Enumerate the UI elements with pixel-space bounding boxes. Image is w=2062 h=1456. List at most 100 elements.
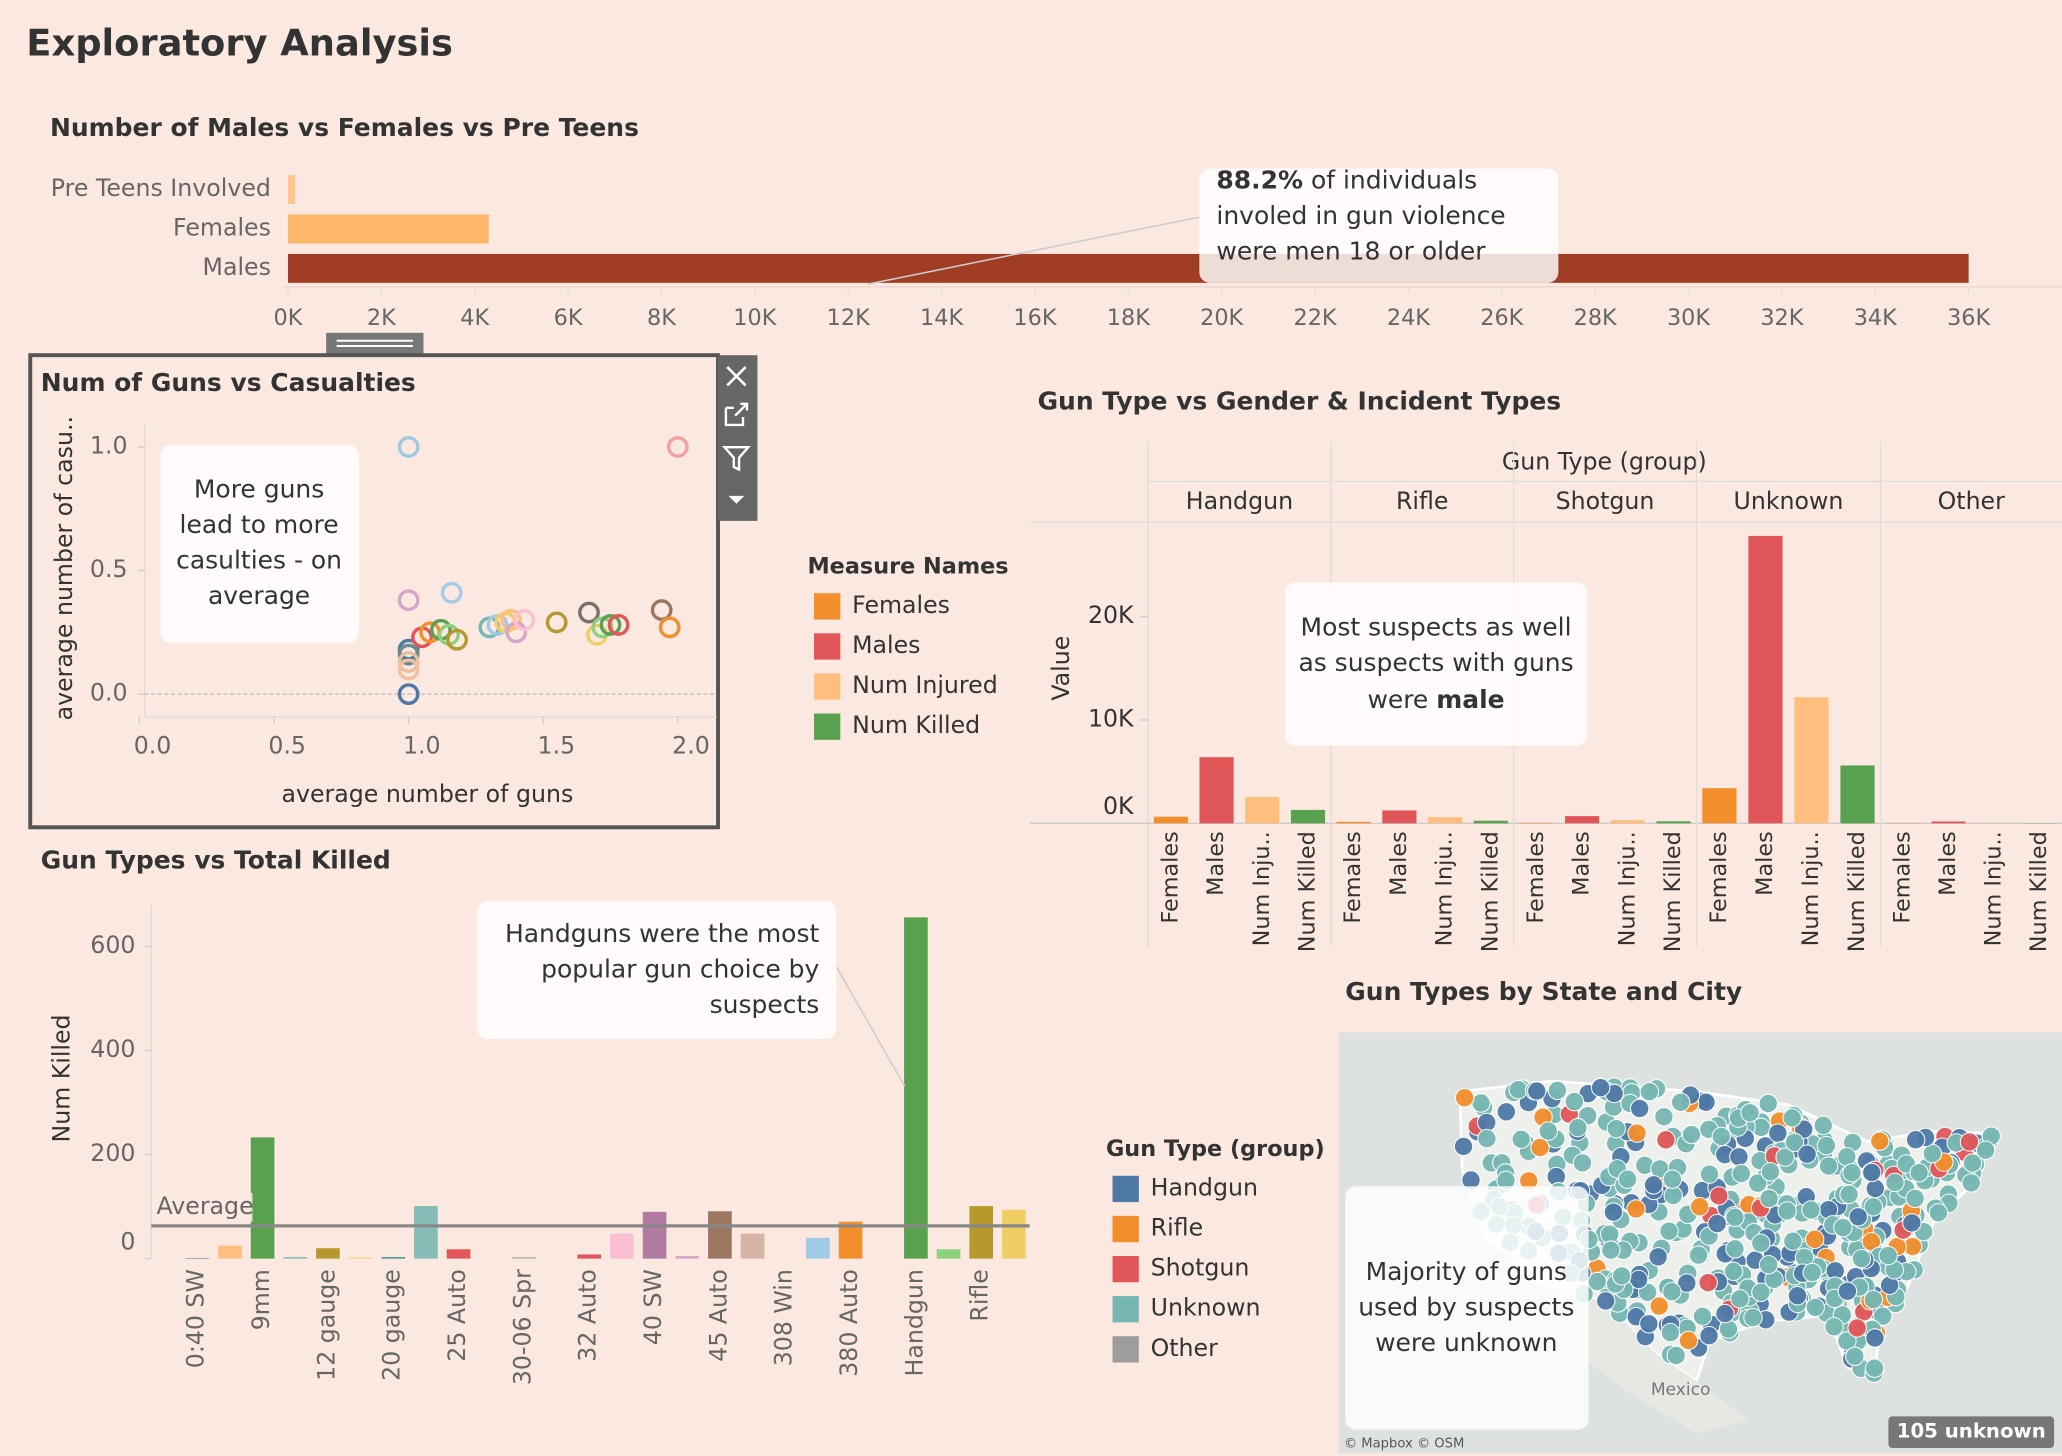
annotation-line: were unknown [1375,1328,1557,1357]
location-dot [1847,1318,1867,1338]
measure-label: Males [1203,831,1229,896]
legend-label: Num Injured [852,671,998,699]
bar [1610,820,1645,824]
legend-swatch [1112,1255,1139,1283]
scatter-point [658,616,681,639]
location-dot [1723,1261,1744,1282]
legend-swatch [1112,1215,1139,1243]
location-dot [1471,1093,1491,1113]
measure-label: Females [1706,831,1732,923]
location-dot [1784,1132,1805,1153]
bar [1702,788,1737,824]
scatter-point [397,651,420,673]
y-tick-label: 20K [1088,601,1135,629]
place-label: Mexico [1651,1380,1711,1400]
measure-label: Males [1386,831,1412,896]
location-dot [1863,1197,1884,1217]
x-tick-label: 9mm [247,1269,275,1330]
chart-title: Num of Guns vs Casualties [41,368,416,397]
x-tick-label: 28K [1574,305,1618,331]
x-tick-label: 16K [1013,305,1057,331]
annotation-bold: male [1436,685,1504,714]
location-dot [1782,1108,1802,1128]
x-tick-label: 4K [460,305,490,331]
scatter-point [545,611,568,634]
category-label: Males [203,253,271,281]
measure-label: Num Killed [2026,831,2052,952]
attribution: © Mapbox © OSM [1344,1437,1464,1452]
location-dot [1740,1103,1760,1123]
menu-icon[interactable] [728,495,745,504]
location-dot [1747,1173,1768,1193]
location-dot [1511,1129,1531,1150]
legend-label: Shotgun [1151,1254,1250,1282]
measure-label: Females [1340,831,1366,923]
location-dot [1870,1131,1890,1151]
scatter-point [666,436,689,458]
location-dot [1760,1162,1781,1182]
y-tick-label: 0 [120,1227,135,1255]
location-dot [1707,1213,1727,1234]
mexico-landmass [1538,1282,1750,1434]
annotation-line: average [208,581,310,610]
annotation-box [477,900,837,1040]
bar [936,1249,961,1259]
location-dot [1813,1115,1834,1136]
location-dot [1663,1185,1683,1206]
annotation-line: suspects [710,990,820,1019]
location-dot [1508,1079,1528,1100]
location-dot [1678,1330,1699,1351]
location-dot [1878,1245,1898,1266]
annotation-box [160,444,360,644]
annotation-text: were [1367,685,1428,714]
x-tick-label: 0:40 SW [182,1269,210,1368]
location-dot [1699,1164,1720,1184]
annotation-box [1345,1186,1589,1430]
filter-icon[interactable] [721,446,751,472]
bar [610,1233,634,1259]
location-dot [1848,1207,1868,1227]
chart-title: Gun Type vs Gender & Incident Types [1038,387,1562,416]
location-dot [1851,1248,1872,1269]
location-dot [1654,1107,1674,1127]
location-dot [1572,1153,1593,1173]
location-dot [1477,1128,1497,1149]
scatter-point [397,643,420,666]
location-dot [1606,1118,1627,1139]
bar [642,1211,667,1259]
bar [1473,820,1508,824]
location-dot [1725,1207,1745,1228]
location-dot [1768,1123,1788,1143]
drag-handle[interactable] [326,332,424,354]
bar [1840,765,1875,824]
location-dot [1759,1188,1779,1209]
y-tick-label: 1.0 [90,431,128,459]
close-icon[interactable] [726,366,747,387]
location-dot [1959,1132,1980,1152]
chart-title: Number of Males vs Females vs Pre Teens [50,113,639,142]
annotation-line: More guns [194,475,324,504]
location-dot [1729,1147,1749,1167]
y-tick-label: 0K [1103,792,1135,820]
legend-label: Handgun [1151,1173,1258,1201]
x-tick-label: 10K [733,305,777,331]
annotation-line: as suspects with guns [1298,648,1573,677]
location-dot [1839,1184,1859,1205]
map-dots [1453,1077,2001,1383]
location-dot [1975,1140,1996,1160]
location-dot [1711,1126,1732,1147]
bar [1245,796,1280,824]
location-dot [1715,1303,1735,1324]
location-dot [1824,1316,1844,1337]
expand-icon[interactable] [724,402,749,427]
bar [283,1257,308,1259]
location-dot [1816,1135,1837,1156]
measure-label: Num Killed [1660,831,1686,952]
measure-label: Num Killed [1477,831,1503,952]
annotation-leader [835,966,906,1087]
location-dot [1842,1163,1862,1183]
legend-label: Males [852,631,920,659]
location-dot [1617,1169,1638,1189]
location-dot [1666,1345,1686,1366]
location-dot [1801,1200,1821,1220]
